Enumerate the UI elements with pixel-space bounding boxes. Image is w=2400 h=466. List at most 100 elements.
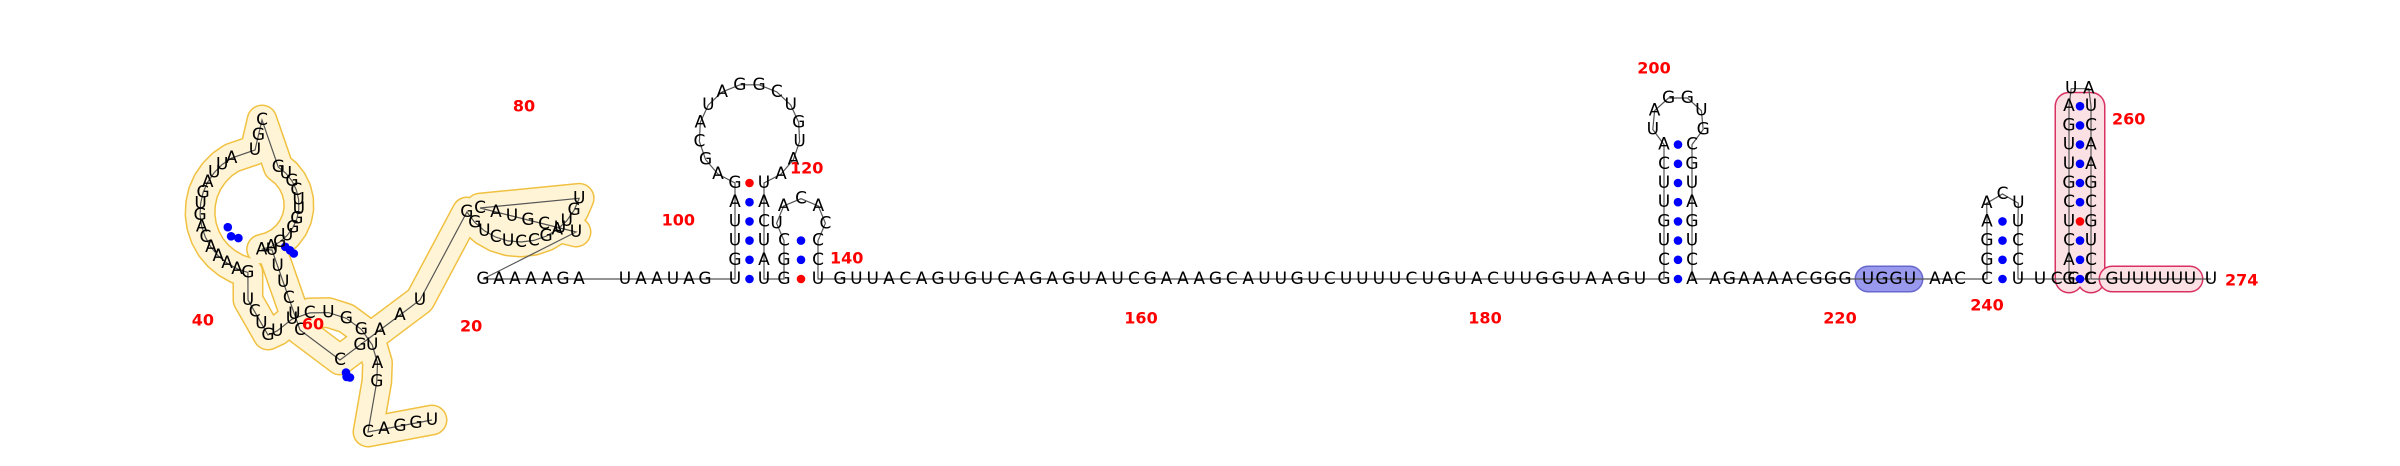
nucleotide: U [249, 140, 261, 160]
nucleotide: A [1649, 101, 1661, 121]
nucleotide: U [667, 269, 679, 289]
position-label: 260 [2112, 110, 2145, 129]
nucleotide: G [2062, 173, 2075, 193]
nucleotide: C [474, 198, 486, 218]
nucleotide: G [355, 319, 368, 339]
nucleotide: G [1980, 231, 1993, 251]
nucleotide: G [290, 209, 303, 229]
nucleotide: A [758, 250, 770, 270]
backbone-layer [199, 84, 2211, 433]
base-pair-dot [745, 255, 754, 265]
nucleotide: G [792, 112, 805, 132]
nucleotide: C [1658, 250, 1670, 270]
nucleotide: G [1062, 269, 1075, 289]
nucleotide: C [515, 232, 527, 252]
nucleotide: G [699, 150, 712, 170]
nucleotide: U [729, 211, 741, 231]
nucleotide: U [1568, 269, 1580, 289]
base-pair-dot [1998, 274, 2007, 284]
nucleotide: U [1373, 269, 1385, 289]
nucleotide: A [372, 353, 384, 373]
nucleotide: G [409, 413, 422, 433]
nucleotide: G [468, 212, 481, 232]
nucleotide: U [812, 269, 824, 289]
position-label: 60 [302, 315, 324, 334]
nucleotide: A [788, 150, 800, 170]
nucleotide: U [502, 231, 514, 251]
nucleotide: U [2063, 154, 2075, 174]
base-pair-dot [1673, 236, 1683, 245]
nucleotide: C [2084, 269, 2096, 289]
nucleotide: U [784, 95, 796, 115]
nucleotide: U [2184, 269, 2196, 289]
nucleotide: A [1738, 269, 1750, 289]
nucleotide: U [573, 188, 585, 208]
nucleotide: U [271, 256, 283, 276]
nucleotide: U [280, 163, 292, 183]
base-pair-dot [2075, 140, 2085, 149]
nucleotide: U [2171, 269, 2183, 289]
nucleotide: C [2051, 269, 2063, 289]
nucleotide: U [1307, 269, 1319, 289]
nucleotide: C [778, 231, 790, 251]
nucleotide: A [1014, 269, 1026, 289]
nucleotide: U [2012, 211, 2024, 231]
nucleotide: U [1658, 173, 1670, 193]
nucleotide: G [2105, 269, 2118, 289]
nucleotide: G [2084, 211, 2097, 231]
position-label: 220 [1823, 309, 1856, 328]
nucleotide: U [2158, 269, 2170, 289]
nucleotide: G [1291, 269, 1304, 289]
base-pair-dot [2075, 217, 2085, 226]
nucleotide: U [554, 218, 566, 238]
nucleotide: A [231, 259, 243, 279]
nucleotide: U [366, 335, 378, 355]
backbone-line [199, 84, 2211, 433]
position-label: 200 [1637, 59, 1670, 78]
nucleotide: G [1875, 269, 1888, 289]
nucleotide: G [728, 173, 741, 193]
nucleotide: A [812, 196, 824, 216]
nucleotide: C [304, 303, 316, 323]
nucleotide: U [208, 163, 220, 183]
position-label: 120 [790, 159, 823, 178]
nucleotide: A [2085, 154, 2097, 174]
nucleotide: U [1111, 269, 1123, 289]
nucleotide: A [1752, 269, 1764, 289]
nucleotide: U [570, 222, 582, 242]
nucleotide: A [1981, 193, 1993, 213]
nucleotide: G [2062, 269, 2075, 289]
base-pair-dot [1673, 159, 1683, 169]
nucleotide: U [281, 226, 293, 246]
position-label: 80 [513, 97, 535, 116]
nucleotide: A [651, 269, 663, 289]
nucleotide: G [370, 372, 383, 392]
nucleotide: G [1810, 269, 1823, 289]
nucleotide: C [334, 350, 346, 370]
base-pair-dot [745, 217, 754, 226]
nucleotide: U [729, 269, 741, 289]
nucleotide: A [916, 269, 928, 289]
nucleotide: U [2063, 211, 2075, 231]
nucleotide: A [883, 269, 895, 289]
nucleotide: A [683, 269, 695, 289]
nucleotide: U [729, 231, 741, 251]
nucleotide: U [1686, 231, 1698, 251]
nucleotide: A [1046, 269, 1058, 289]
nucleotide: A [1161, 269, 1173, 289]
nucleotide: U [2065, 79, 2077, 99]
nucleotide: A [1767, 269, 1779, 289]
nucleotide: C [812, 231, 824, 251]
nucleotide: A [1471, 269, 1483, 289]
nucleotide: A [1686, 192, 1698, 212]
nucleotide: U [2085, 96, 2097, 116]
nucleotide: A [493, 269, 505, 289]
nucleotide: C [693, 132, 705, 152]
base-pair-dot [796, 255, 806, 265]
nucleotide: U [293, 199, 305, 219]
nucleotide: G [1697, 120, 1710, 140]
nucleotide: U [1503, 269, 1515, 289]
nucleotide: U [758, 269, 770, 289]
base-pair-dot [2075, 178, 2085, 188]
